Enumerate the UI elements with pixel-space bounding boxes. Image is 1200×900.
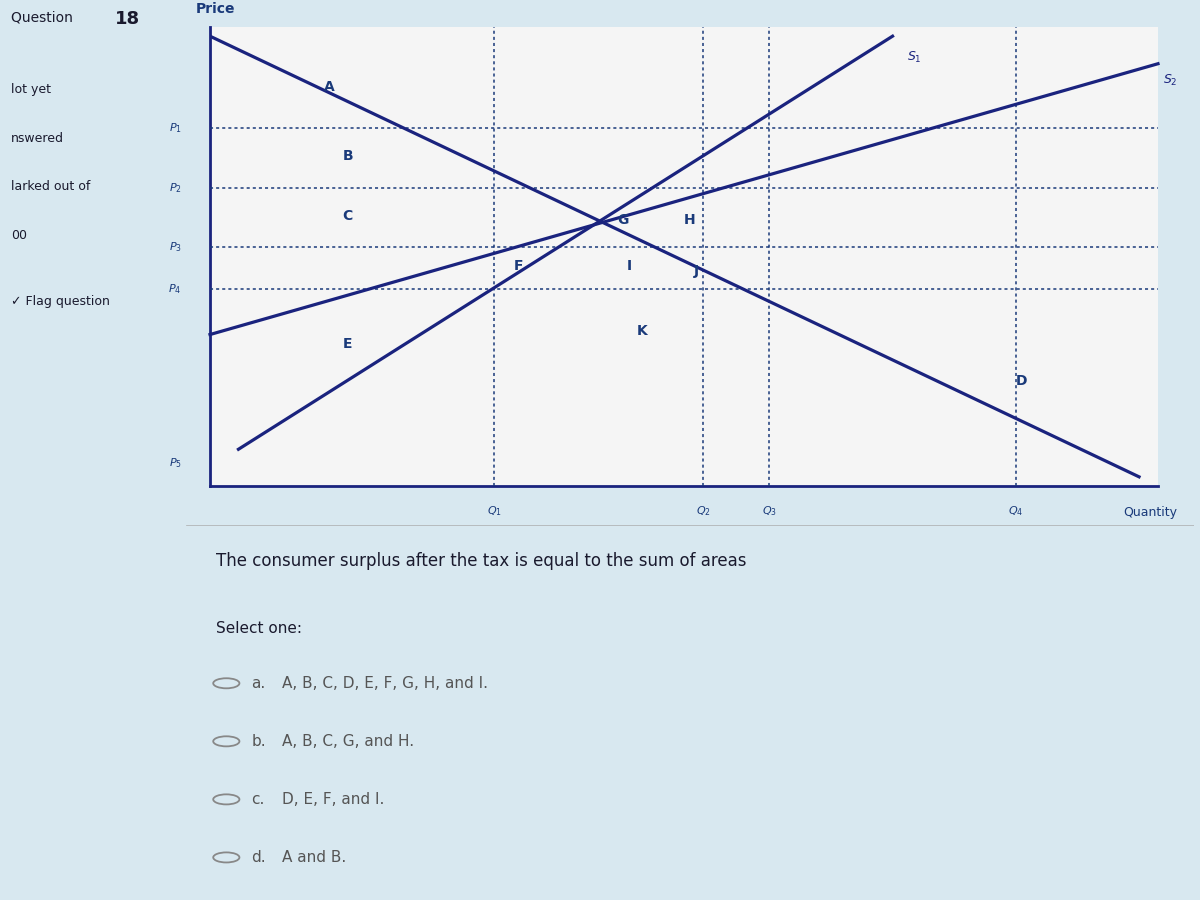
Text: K: K [637, 323, 647, 338]
Text: H: H [684, 213, 696, 228]
Text: $Q_3$: $Q_3$ [762, 504, 776, 518]
Text: A and B.: A and B. [282, 850, 346, 865]
Text: nswered: nswered [11, 131, 64, 145]
Text: Quantity: Quantity [1123, 506, 1177, 518]
Text: $P_3$: $P_3$ [169, 240, 181, 254]
Text: $S_1$: $S_1$ [907, 50, 922, 65]
Text: c.: c. [252, 792, 265, 807]
Text: b.: b. [252, 734, 266, 749]
Text: A: A [324, 80, 335, 94]
Text: 00: 00 [11, 229, 28, 242]
Text: $S_2$: $S_2$ [1163, 73, 1177, 88]
Text: C: C [343, 209, 353, 223]
Text: a.: a. [252, 676, 265, 691]
Text: E: E [343, 338, 353, 351]
Text: $Q_4$: $Q_4$ [1008, 504, 1024, 518]
Text: ✓ Flag question: ✓ Flag question [11, 294, 110, 308]
Text: $P_2$: $P_2$ [169, 181, 181, 194]
Text: J: J [694, 264, 698, 278]
Text: Question: Question [11, 11, 78, 24]
Text: A, B, C, D, E, F, G, H, and I.: A, B, C, D, E, F, G, H, and I. [282, 676, 487, 691]
Text: D, E, F, and I.: D, E, F, and I. [282, 792, 384, 807]
Text: $Q_1$: $Q_1$ [487, 504, 502, 518]
Text: d.: d. [252, 850, 266, 865]
Text: G: G [618, 213, 629, 228]
Text: Select one:: Select one: [216, 621, 302, 636]
Text: The consumer surplus after the tax is equal to the sum of areas: The consumer surplus after the tax is eq… [216, 552, 746, 570]
Text: Price: Price [196, 2, 235, 16]
Text: 18: 18 [115, 11, 140, 29]
Text: $P_5$: $P_5$ [169, 456, 181, 470]
Text: $P_1$: $P_1$ [169, 122, 181, 135]
Text: $Q_2$: $Q_2$ [696, 504, 710, 518]
Text: $P_4$: $P_4$ [168, 282, 181, 295]
Text: lot yet: lot yet [11, 83, 52, 96]
Text: A, B, C, G, and H.: A, B, C, G, and H. [282, 734, 414, 749]
Text: F: F [514, 259, 523, 274]
Text: B: B [343, 149, 353, 163]
Text: I: I [628, 259, 632, 274]
Text: D: D [1016, 374, 1027, 388]
Text: larked out of: larked out of [11, 180, 90, 194]
